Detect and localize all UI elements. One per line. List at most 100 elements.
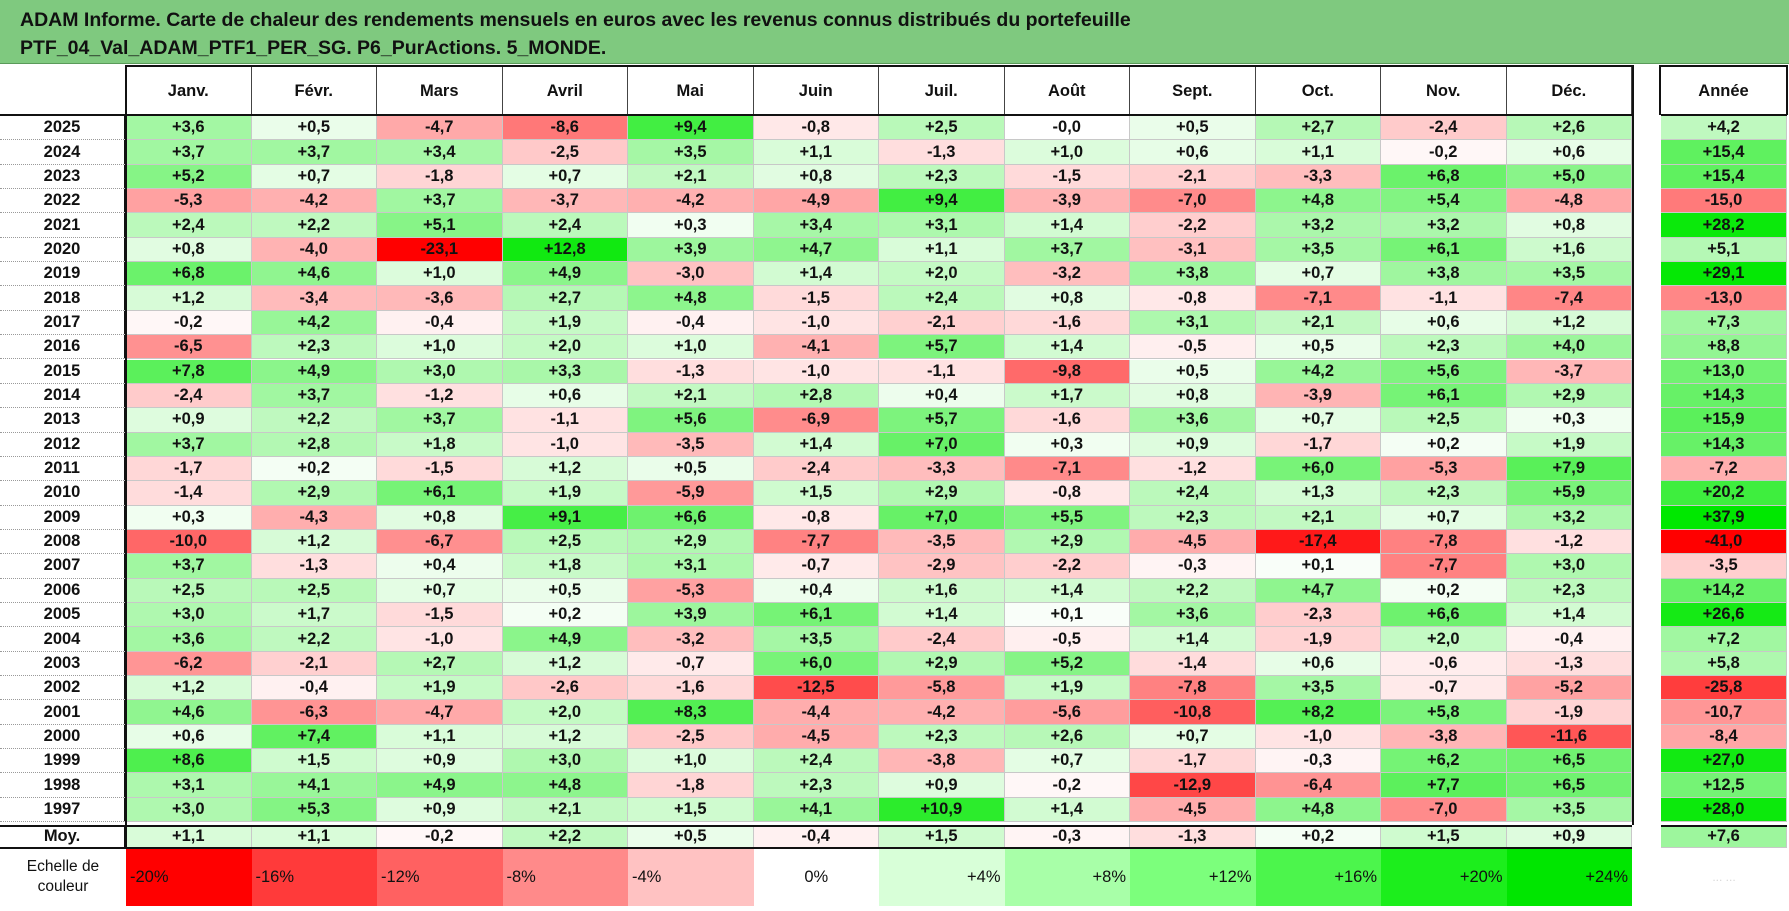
- heatmap-cell: -5,9: [628, 481, 754, 506]
- heatmap-cell: -0,7: [1381, 676, 1507, 701]
- heatmap-cell: +0,5: [1255, 335, 1381, 360]
- heatmap-cell: -6,3: [251, 700, 377, 725]
- heatmap-cell: +1,1: [879, 237, 1005, 263]
- heatmap-cell: -1,6: [628, 676, 754, 701]
- heatmap-cell: -3,3: [1255, 164, 1381, 190]
- average-cell: -0,3: [1004, 826, 1130, 848]
- heatmap-cell: +4,1: [251, 773, 377, 798]
- heatmap-cell: +4,9: [502, 627, 628, 652]
- heatmap-cell: +2,2: [251, 627, 377, 652]
- heatmap-cell: -3,2: [1004, 262, 1130, 287]
- color-scale-label-line-2: couleur: [37, 878, 89, 895]
- average-cell: +1,1: [251, 826, 377, 848]
- heatmap-cell: +3,6: [126, 627, 252, 652]
- heatmap-cell: +1,0: [628, 749, 754, 774]
- heatmap-cell: -7,0: [1381, 797, 1507, 823]
- heatmap-cell: -3,6: [377, 286, 503, 311]
- heatmap-cell: +2,3: [1381, 481, 1507, 506]
- heatmap-cell: -5,3: [126, 189, 252, 214]
- month-header: Juil.: [879, 67, 1005, 115]
- heatmap-cell: +1,3: [1255, 481, 1381, 506]
- heatmap-cell: +5,6: [1381, 359, 1507, 384]
- heatmap-cell: -2,4: [126, 383, 252, 409]
- heatmap-cell: -17,4: [1255, 529, 1381, 555]
- year-label: 2025: [0, 116, 126, 141]
- heatmap-cell: -1,9: [1506, 700, 1632, 725]
- heatmap-cell: +0,9: [377, 797, 503, 823]
- heatmap-cell: +1,8: [502, 554, 628, 579]
- year-label: 2014: [0, 383, 126, 409]
- annual-cell: +7,2: [1661, 627, 1787, 652]
- heatmap-cell: +2,1: [628, 383, 754, 409]
- heatmap-cell: +8,2: [1255, 700, 1381, 725]
- annual-cell: -10,7: [1661, 700, 1787, 725]
- heatmap-cell: -0,7: [628, 651, 754, 677]
- heatmap-cell: +6,6: [1381, 603, 1507, 628]
- heatmap-cell: -1,2: [1130, 456, 1256, 482]
- annual-cell: +5,8: [1661, 651, 1787, 677]
- annual-cell: -25,8: [1661, 676, 1787, 701]
- year-label: 1999: [0, 749, 126, 774]
- heatmap-cell: -0,4: [377, 310, 503, 336]
- heatmap-cell: -1,5: [377, 456, 503, 482]
- heatmap-cell: +2,5: [879, 116, 1005, 141]
- heatmap-cell: -1,0: [377, 627, 503, 652]
- heatmap-cell: +4,8: [628, 286, 754, 311]
- heatmap-cell: +1,4: [753, 432, 879, 457]
- annual-cell: +8,8: [1661, 335, 1787, 360]
- heatmap-cell: +4,2: [1255, 359, 1381, 384]
- heatmap-cell: +4,7: [753, 237, 879, 263]
- heatmap-cell: -2,2: [1130, 213, 1256, 238]
- annual-cell: +15,4: [1661, 140, 1787, 165]
- heatmap-cell: +0,4: [879, 383, 1005, 409]
- average-cell: -0,2: [377, 826, 503, 848]
- year-label: 2013: [0, 408, 126, 433]
- heatmap-cell: -2,1: [1130, 164, 1256, 190]
- heatmap-cell: +0,5: [502, 578, 628, 603]
- heatmap-cell: +1,5: [251, 749, 377, 774]
- heatmap-cell: -2,1: [879, 310, 1005, 336]
- heatmap-cell: -1,3: [879, 140, 1005, 165]
- heatmap-cell: +1,2: [1506, 310, 1632, 336]
- heatmap-cell: +0,6: [1506, 140, 1632, 165]
- heatmap-cell: -1,5: [377, 603, 503, 628]
- heatmap-cell: -4,2: [251, 189, 377, 214]
- heatmap-cell: +0,6: [1130, 140, 1256, 165]
- heatmap-cell: +4,0: [1506, 335, 1632, 360]
- heatmap-cell: +3,1: [879, 213, 1005, 238]
- heatmap-cell: -4,9: [753, 189, 879, 214]
- heatmap-cell: +1,5: [753, 481, 879, 506]
- heatmap-cell: -4,7: [377, 116, 503, 141]
- heatmap-cell: -1,8: [628, 773, 754, 798]
- average-cell: +0,2: [1255, 826, 1381, 848]
- color-scale-step: -16%: [251, 848, 377, 906]
- heatmap-cell: +0,7: [1381, 505, 1507, 530]
- heatmap-cell: +0,7: [1255, 262, 1381, 287]
- heatmap-cell: -7,4: [1506, 286, 1632, 311]
- heatmap-grid: Janv. Févr. Mars Avril Mai Juin Juil. Août Sept.…: [0, 65, 1789, 911]
- heatmap-cell: +5,7: [879, 335, 1005, 360]
- heatmap-cell: +1,4: [1004, 213, 1130, 238]
- annual-header-bottom-border: [1661, 114, 1787, 116]
- heatmap-cell: -11,6: [1506, 724, 1632, 750]
- annual-cell: +14,3: [1661, 383, 1787, 409]
- heatmap-cell: +5,5: [1004, 505, 1130, 530]
- heatmap-cell: +6,1: [753, 603, 879, 628]
- heatmap-cell: -7,1: [1255, 286, 1381, 311]
- heatmap-cell: +3,9: [628, 603, 754, 628]
- heatmap-cell: +0,5: [628, 456, 754, 482]
- month-header: Oct.: [1256, 67, 1381, 115]
- heatmap-cell: +0,9: [879, 773, 1005, 798]
- heatmap-cell: +5,3: [251, 797, 377, 823]
- heatmap-cell: +4,8: [1255, 189, 1381, 214]
- heatmap-cell: +7,4: [251, 724, 377, 750]
- heatmap-cell: +2,9: [251, 481, 377, 506]
- heatmap-cell: +9,1: [502, 505, 628, 530]
- heatmap-cell: -3,2: [628, 627, 754, 652]
- annual-cell: +29,1: [1661, 262, 1787, 287]
- heatmap-cell: +2,9: [1506, 383, 1632, 409]
- heatmap-cell: +0,2: [502, 603, 628, 628]
- average-label: Moy.: [0, 826, 126, 848]
- heatmap-cell: +4,2: [251, 310, 377, 336]
- heatmap-cell: +6,1: [1381, 383, 1507, 409]
